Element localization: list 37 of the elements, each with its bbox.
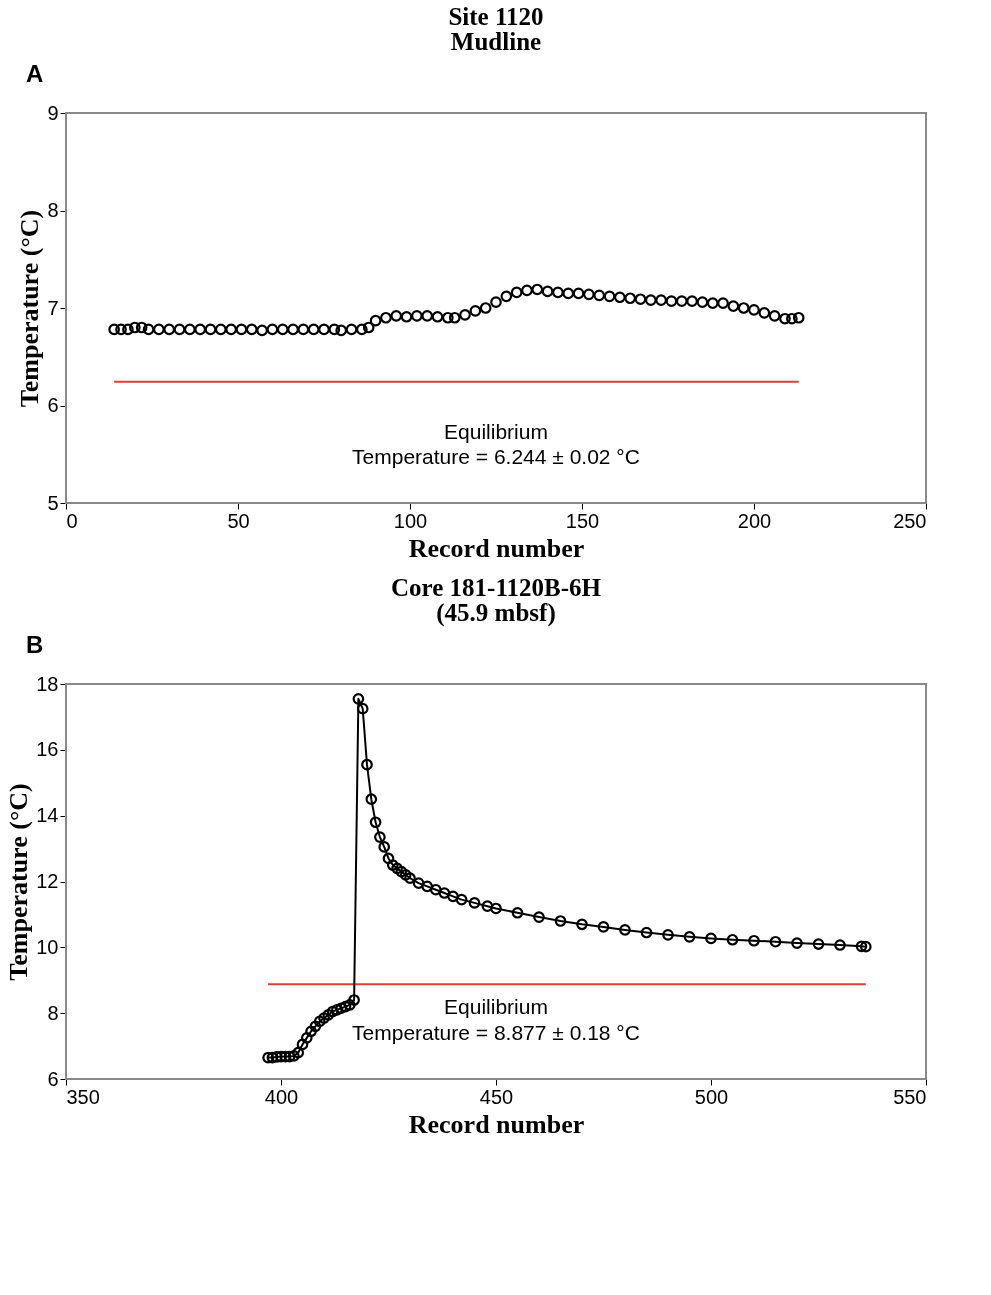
y-tick-label: 16 — [36, 738, 59, 761]
y-axis-title: Temperature (°C) — [4, 783, 34, 981]
x-tick-label: 250 — [893, 509, 927, 532]
y-tick-label: 12 — [36, 870, 59, 892]
chart-title: Core 181-1120B-6H — [391, 574, 602, 601]
y-tick-label: 6 — [47, 1067, 59, 1090]
annotation: Equilibrium — [444, 994, 548, 1018]
x-tick-label: 100 — [393, 509, 428, 532]
chart-subtitle: (45.9 mbsf) — [436, 599, 556, 627]
x-tick-label: 350 — [66, 1085, 100, 1108]
annotation: Temperature = 8.877 ± 0.18 °C — [352, 1020, 640, 1044]
y-tick-label: 6 — [47, 394, 59, 416]
x-axis-title: Record number — [408, 1109, 585, 1139]
y-tick-label: 8 — [47, 199, 59, 221]
annotation: Equilibrium — [444, 419, 548, 443]
y-axis-title: Temperature (°C) — [15, 209, 45, 408]
chart-title: Site 1120 — [448, 3, 544, 30]
x-tick-label: 550 — [893, 1085, 927, 1108]
y-tick-label: 9 — [47, 101, 59, 124]
y-tick-label: 18 — [36, 672, 59, 695]
y-tick-label: 8 — [47, 1001, 59, 1024]
y-tick-label: 14 — [36, 804, 59, 827]
x-tick-label: 500 — [694, 1085, 729, 1108]
x-tick-label: 0 — [66, 509, 78, 532]
x-tick-label: 200 — [737, 509, 772, 532]
y-tick-label: 5 — [47, 491, 59, 514]
x-tick-label: 150 — [565, 509, 600, 532]
text: B — [26, 631, 44, 658]
x-tick-label: 400 — [264, 1085, 299, 1108]
x-axis-title: Record number — [408, 533, 585, 563]
annotation: Temperature = 6.244 ± 0.02 °C — [352, 445, 640, 469]
chart-subtitle: Mudline — [450, 28, 542, 55]
x-tick-label: 450 — [479, 1085, 514, 1108]
y-tick-label: 7 — [47, 296, 59, 319]
y-tick-label: 10 — [36, 935, 59, 958]
x-tick-label: 50 — [227, 509, 250, 532]
text: A — [26, 60, 44, 87]
